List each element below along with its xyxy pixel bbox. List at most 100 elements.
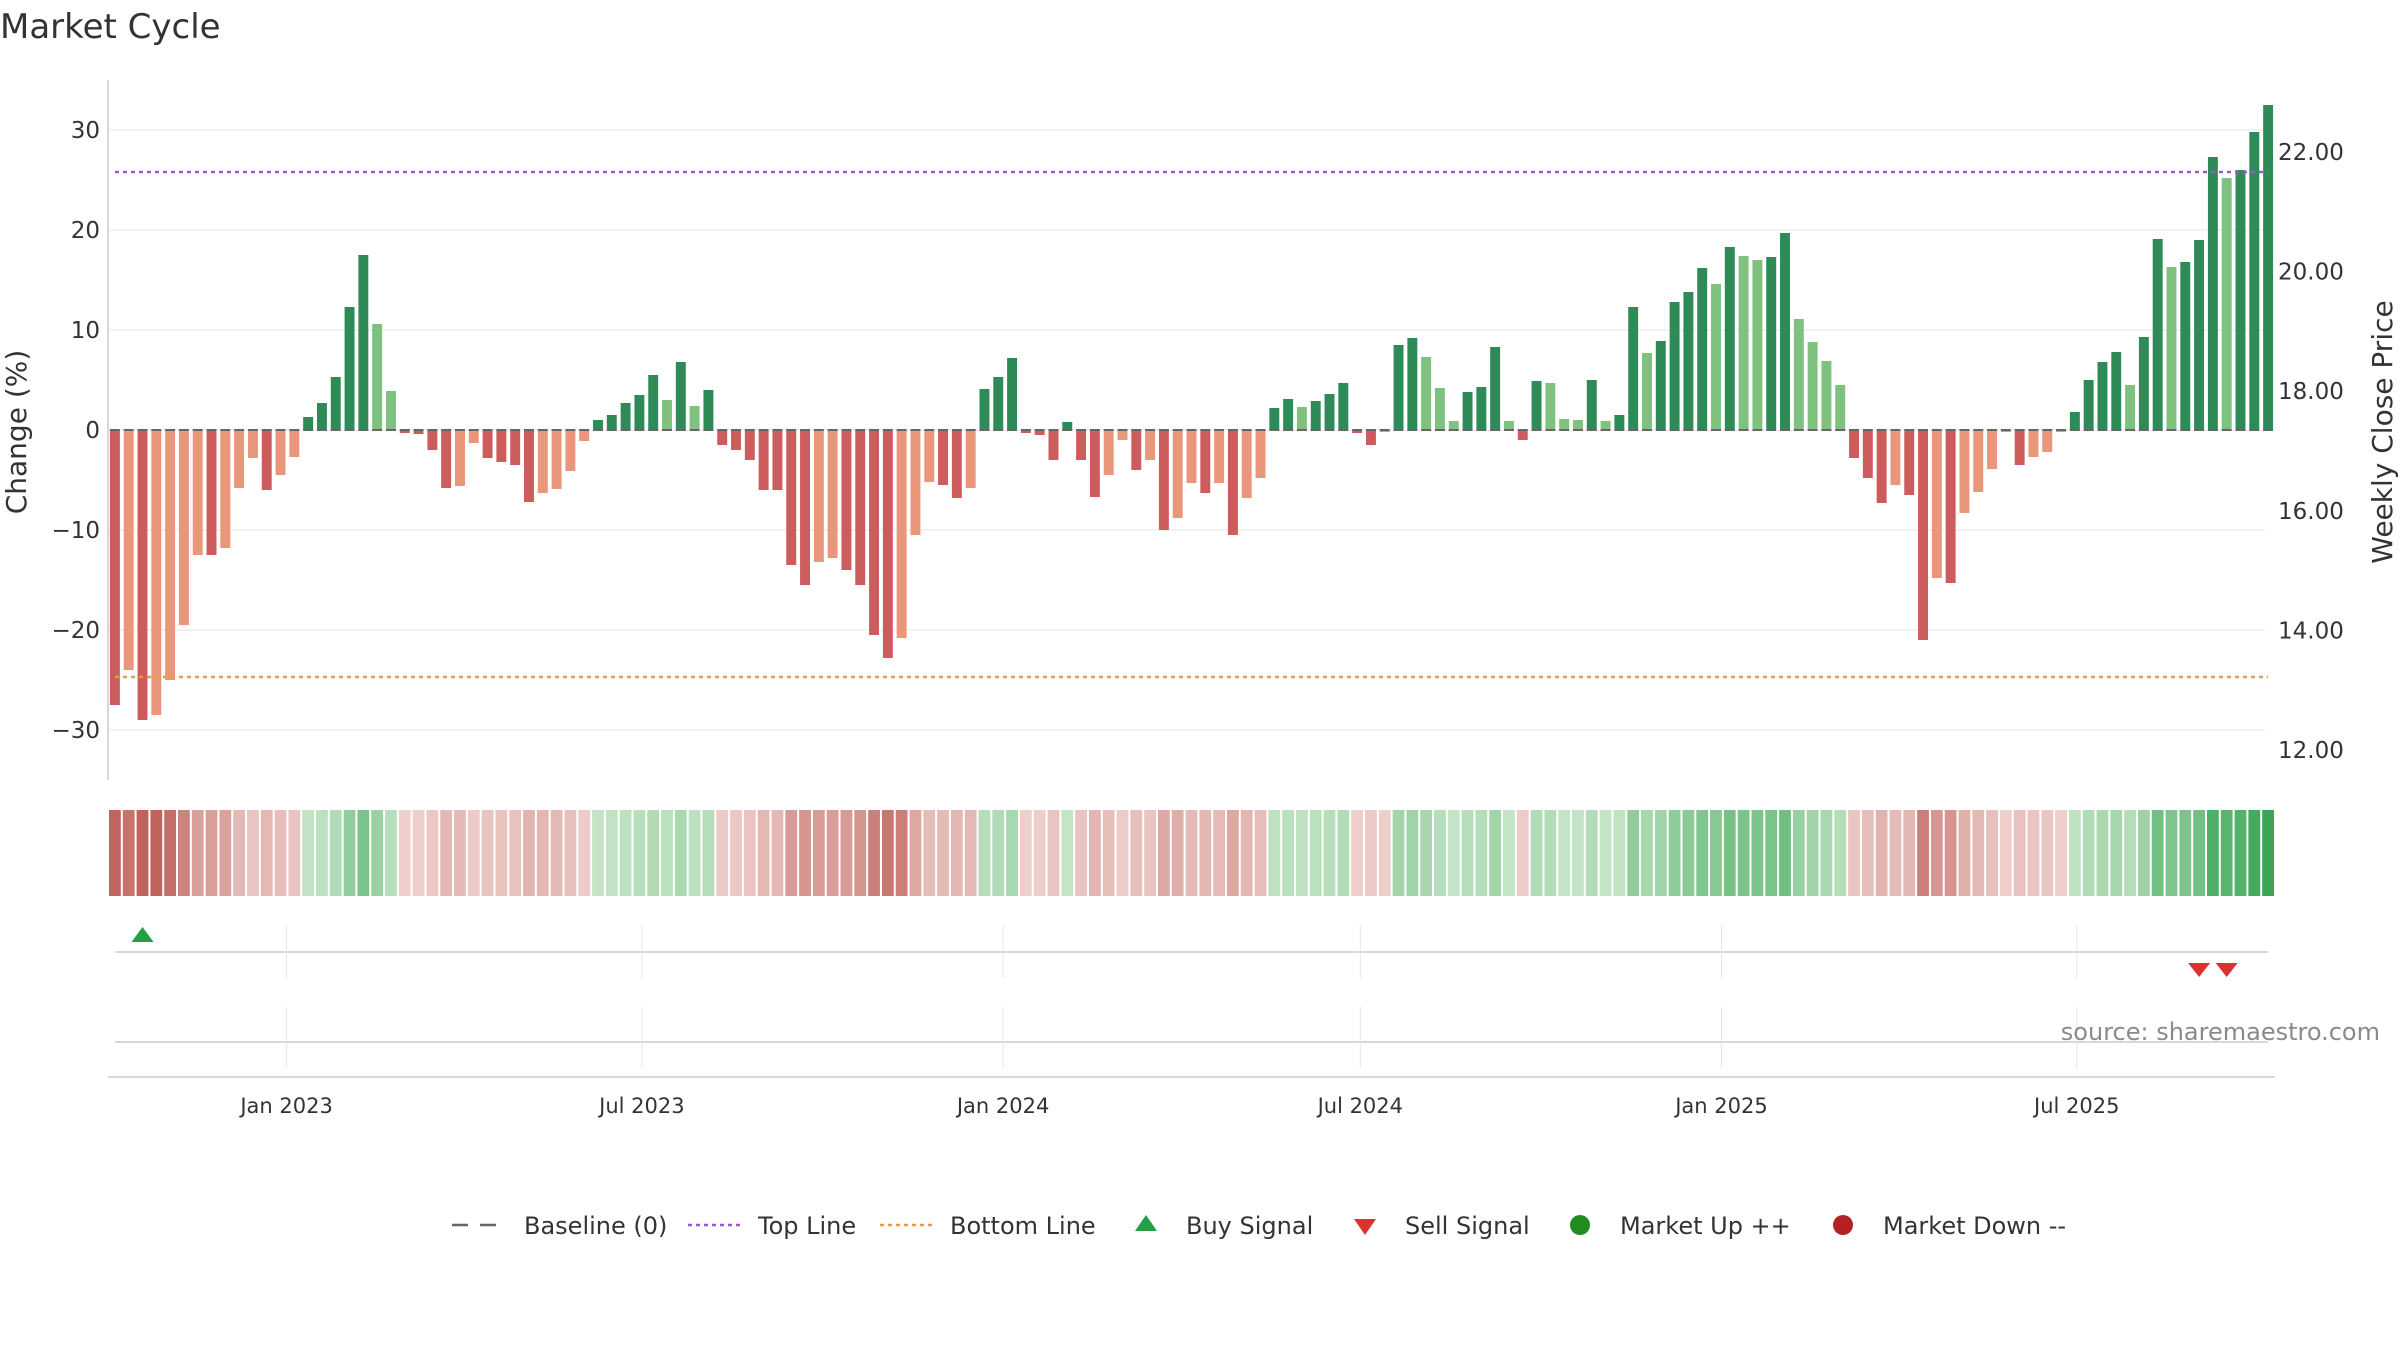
change-bar — [1076, 430, 1087, 460]
change-bar — [1711, 284, 1721, 430]
change-bar — [1793, 319, 1804, 430]
change-bar — [800, 430, 810, 585]
change-bar — [662, 400, 672, 430]
heat-cell — [647, 810, 660, 896]
change-bar — [620, 403, 631, 430]
change-bar — [965, 430, 976, 488]
heat-cell — [454, 810, 466, 896]
heat-cell — [440, 810, 453, 896]
change-bar — [1490, 347, 1501, 430]
change-bar — [1214, 430, 1225, 483]
heat-cell — [1033, 810, 1046, 896]
change-bar — [165, 430, 176, 680]
right-tick-label: 16.00 — [2278, 499, 2344, 525]
left-tick-label: −10 — [51, 518, 100, 544]
change-bar — [1200, 430, 1211, 493]
left-tick-label: 30 — [71, 118, 100, 144]
heat-cell — [840, 810, 853, 896]
legend-label: Market Down -- — [1883, 1212, 2066, 1240]
change-bar — [1752, 260, 1763, 430]
legend-buy-swatch — [1135, 1215, 1157, 1231]
change-bar — [993, 377, 1004, 430]
left-tick-label: 10 — [71, 318, 100, 344]
heat-cell — [1848, 810, 1860, 896]
heat-cell — [619, 810, 632, 896]
heat-cell — [1157, 810, 1170, 896]
heat-cell — [495, 810, 508, 896]
change-bar — [372, 324, 383, 430]
heat-cell — [1227, 810, 1239, 896]
change-bar — [2207, 157, 2218, 430]
heat-cell — [2096, 810, 2109, 896]
change-bar — [675, 362, 686, 430]
change-bar — [1987, 430, 1998, 469]
legend-item-bottom: Bottom Line — [880, 1212, 1096, 1240]
change-bar — [1876, 430, 1887, 503]
change-bar — [1269, 408, 1280, 430]
heat-cell — [2041, 810, 2054, 896]
heat-cell — [398, 810, 411, 896]
change-bar — [606, 415, 617, 430]
heat-cell — [1889, 810, 1902, 896]
heat-cell — [1447, 810, 1460, 896]
heat-cell — [426, 810, 439, 896]
sell-signal-marker — [2188, 963, 2211, 977]
heat-cell — [136, 810, 149, 896]
change-bar — [1642, 353, 1652, 430]
change-bar — [1890, 430, 1901, 485]
heat-cell — [1378, 810, 1391, 896]
change-bar — [579, 430, 590, 441]
heat-cell — [178, 810, 190, 896]
heat-cell — [2262, 810, 2274, 896]
change-bar — [2138, 337, 2149, 430]
heat-cell — [633, 810, 646, 896]
change-bar — [330, 377, 341, 430]
change-bar — [1048, 430, 1059, 460]
grid-lines — [108, 129, 2265, 731]
heat-cell — [1696, 810, 1709, 896]
change-bar — [703, 390, 714, 430]
change-bar — [634, 395, 645, 430]
heat-cell — [1765, 810, 1778, 896]
change-bar — [827, 430, 838, 558]
heat-cell — [2068, 810, 2081, 896]
change-bar — [247, 430, 258, 458]
heat-cell — [1792, 810, 1805, 896]
heat-cell — [1503, 810, 1515, 896]
heat-cell — [1627, 810, 1640, 896]
heat-cell — [674, 810, 687, 896]
right-y-ticks: 22.00 20.00 18.00 16.00 14.00 12.00 — [2278, 140, 2344, 764]
legend-item-baseline: Baseline (0) — [452, 1212, 667, 1240]
heat-cell — [2165, 810, 2178, 896]
heat-cell — [1516, 810, 1529, 896]
change-bar — [1959, 430, 1970, 513]
heat-cell — [1958, 810, 1971, 896]
legend-item-buy: Buy Signal — [1135, 1212, 1313, 1240]
change-bar — [731, 430, 741, 450]
heat-cell — [757, 810, 770, 896]
heat-cell — [191, 810, 204, 896]
heat-cell — [1834, 810, 1847, 896]
heat-cell — [1641, 810, 1653, 896]
heat-cell — [923, 810, 936, 896]
change-bar — [2221, 178, 2232, 430]
change-bar — [1020, 430, 1031, 433]
change-bar — [220, 430, 231, 548]
change-bar — [109, 430, 120, 705]
heat-cell — [592, 810, 604, 896]
change-bar — [1586, 380, 1597, 430]
change-bar — [1089, 430, 1100, 497]
change-bar — [758, 430, 769, 490]
heat-cell — [1917, 810, 1929, 896]
heat-cell — [730, 810, 742, 896]
right-tick-label: 22.00 — [2278, 140, 2344, 166]
left-tick-label: −30 — [51, 718, 100, 744]
heat-cell — [2082, 810, 2095, 896]
heat-cell — [1406, 810, 1419, 896]
heat-cell — [122, 810, 135, 896]
heat-cell — [1820, 810, 1833, 896]
change-bar — [1462, 392, 1473, 430]
change-bar — [206, 430, 217, 555]
heat-cell — [1309, 810, 1322, 896]
change-bar — [896, 430, 907, 638]
